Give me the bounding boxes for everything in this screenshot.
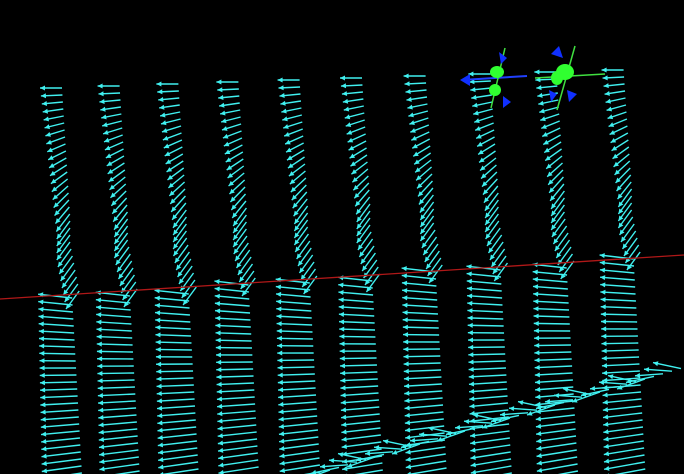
field-arrow xyxy=(340,358,377,359)
field-arrow xyxy=(403,327,439,328)
page: {} (() => { const svg = document.getElem… xyxy=(0,0,684,474)
field-arrow xyxy=(216,340,252,341)
field-arrow xyxy=(340,365,377,366)
field-arrow xyxy=(601,314,637,315)
field-arrow xyxy=(156,349,192,350)
field-arrow xyxy=(39,353,75,354)
gizmo-part xyxy=(490,66,504,78)
field-arrow xyxy=(97,373,134,374)
field-arrow xyxy=(97,351,133,352)
field-arrow xyxy=(403,356,440,357)
field-arrow xyxy=(156,342,192,343)
field-arrow xyxy=(534,345,571,346)
field-arrow xyxy=(277,338,313,339)
field-arrow xyxy=(40,382,77,383)
field-arrow xyxy=(534,352,571,353)
field-arrow xyxy=(156,371,193,372)
gizmo-part xyxy=(489,84,501,96)
vector-field-view xyxy=(0,0,684,474)
field-arrow xyxy=(98,380,135,381)
field-arrow xyxy=(468,354,505,355)
field-arrow xyxy=(278,367,315,368)
field-arrow xyxy=(339,329,375,330)
field-arrow xyxy=(216,369,253,370)
gizmo-part xyxy=(551,71,563,85)
field-arrow xyxy=(534,323,570,324)
field-arrow xyxy=(339,336,375,337)
field-arrow xyxy=(468,325,504,326)
field-arrow xyxy=(601,343,638,344)
